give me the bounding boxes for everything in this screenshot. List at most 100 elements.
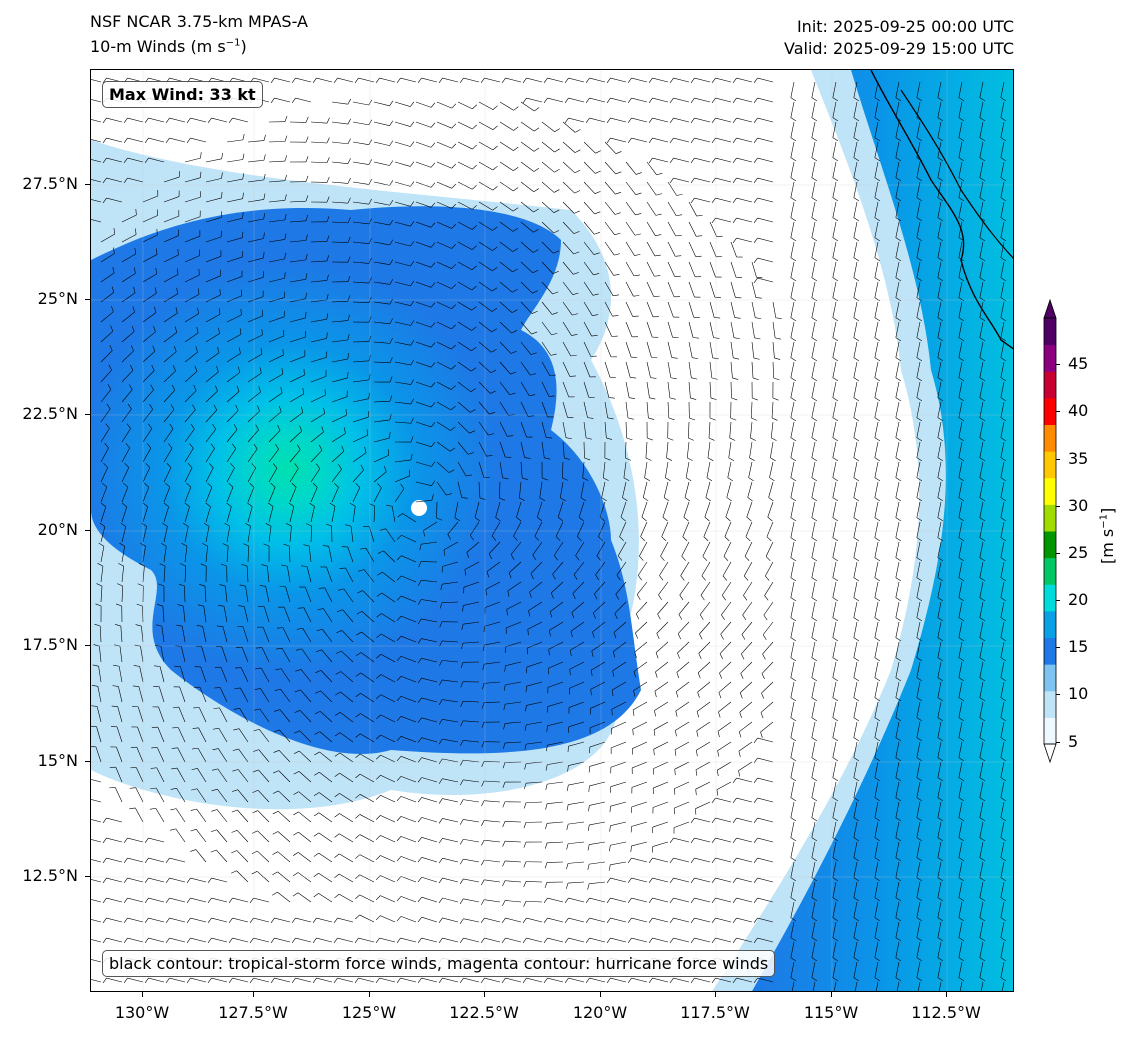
wind-barb-flag <box>313 893 319 898</box>
wind-barb-flag <box>832 797 839 802</box>
max-wind-box: Max Wind: 33 kt <box>102 81 263 108</box>
wind-barb-flag <box>242 212 244 219</box>
wind-barb-flag <box>305 234 308 241</box>
wind-barb-shaft <box>289 412 304 423</box>
wind-barb-shaft <box>505 721 522 724</box>
wind-barb-flag <box>832 117 839 122</box>
wind-barb-flag <box>293 791 299 795</box>
wind-barb-flag <box>853 417 860 422</box>
colorbar-tick-mark <box>1056 647 1060 648</box>
wind-barb-flag <box>585 897 590 904</box>
wind-barb-flag <box>574 149 581 153</box>
wind-barb-shaft <box>320 690 333 703</box>
wind-barb-flag <box>853 177 860 182</box>
wind-barb-shaft <box>811 761 816 778</box>
wind-barb-shaft <box>205 178 222 183</box>
wind-barb-shaft <box>541 321 552 336</box>
wind-barb-flag <box>958 437 965 442</box>
wind-barb-shaft <box>610 937 627 943</box>
wind-barb-shaft <box>520 301 533 314</box>
wind-barb-shaft <box>277 891 291 903</box>
wind-barb-shaft <box>652 841 669 847</box>
wind-barb-shaft <box>721 601 732 615</box>
wind-barb-flag <box>895 377 902 382</box>
wind-barb-flag <box>874 397 881 402</box>
wind-barb-shaft <box>979 121 984 138</box>
wind-barb-shaft <box>247 277 264 283</box>
wind-barb-shaft <box>736 937 753 943</box>
wind-barb-shaft <box>832 421 837 438</box>
wind-barb-flag <box>832 917 839 922</box>
wind-barb-flag <box>481 722 485 728</box>
wind-barb-flag <box>979 157 986 162</box>
wind-barb-shaft <box>728 441 732 458</box>
wind-barb-flag <box>574 190 581 194</box>
wind-barb-flag <box>270 482 276 488</box>
wind-barb-flag <box>811 517 818 522</box>
wind-barb-flag <box>285 523 292 527</box>
wind-barb-shaft <box>478 381 491 394</box>
wind-barb-shaft <box>148 937 165 943</box>
wind-barb-shaft <box>436 101 452 109</box>
wind-barb-shaft <box>874 401 879 418</box>
wind-barb-flag <box>1000 177 1007 182</box>
wind-barb-flag <box>895 437 902 442</box>
wind-barb-flag <box>937 537 944 542</box>
wind-barb-shaft <box>499 321 512 334</box>
wind-barb-flag <box>506 609 508 616</box>
wind-barb-shaft <box>299 730 312 743</box>
wind-barb-flag <box>347 333 350 340</box>
wind-barb-shaft <box>421 856 438 863</box>
wind-barb-flag <box>577 536 582 542</box>
wind-barb-flag <box>552 271 559 274</box>
wind-barb-shaft <box>673 177 690 183</box>
wind-barb-shaft <box>811 121 816 138</box>
wind-barb-flag <box>732 137 737 144</box>
wind-barb-flag <box>376 633 382 638</box>
wind-barb-flag <box>895 817 902 822</box>
wind-barb-shaft <box>718 681 732 693</box>
wind-barb-flag <box>697 672 701 679</box>
wind-barb-shaft <box>617 541 627 557</box>
wind-barb-flag <box>958 297 965 302</box>
wind-barb-flag <box>790 337 797 342</box>
wind-barb-shaft <box>442 798 459 803</box>
wind-barb-flag <box>368 179 373 185</box>
wind-barb-shaft <box>874 101 879 118</box>
wind-barb-shaft <box>811 301 816 318</box>
wind-barb-shaft <box>937 241 942 258</box>
wind-barb-shaft <box>484 601 501 608</box>
wind-barb-shaft <box>757 117 774 123</box>
wind-barb-flag <box>121 502 127 507</box>
wind-barb-shaft <box>715 817 732 823</box>
wind-barb-flag <box>347 158 351 164</box>
wind-barb-shaft <box>715 837 732 843</box>
wind-barb-flag <box>492 105 498 110</box>
wind-barb-shaft <box>744 541 753 557</box>
wind-barb-flag <box>296 444 301 450</box>
wind-barb-flag <box>1000 197 1007 202</box>
wind-barb-shaft <box>1000 781 1005 798</box>
wind-barb-shaft <box>400 916 417 923</box>
wind-barb-shaft <box>148 837 165 843</box>
wind-barb-shaft <box>760 721 774 733</box>
wind-barb-flag <box>790 117 797 122</box>
wind-barb-shaft <box>175 808 186 823</box>
wind-barb-flag <box>503 723 506 730</box>
wind-barb-shaft <box>694 977 711 983</box>
wind-barb-shaft <box>854 981 858 991</box>
wind-barb-shaft <box>667 221 676 237</box>
wind-barb-flag <box>1000 157 1007 162</box>
wind-barb-flag <box>895 277 902 282</box>
wind-barb-shaft <box>121 447 130 463</box>
wind-barb-shaft <box>652 857 669 863</box>
wind-barb-shaft <box>478 481 481 498</box>
wind-barb-flag <box>761 673 765 680</box>
wind-barb-flag <box>430 422 436 428</box>
colorbar-segment <box>1044 424 1056 452</box>
wind-barb-shaft <box>583 141 596 154</box>
wind-barb-shaft <box>640 521 648 537</box>
wind-barb-flag <box>748 477 754 482</box>
wind-barb-flag <box>130 364 134 371</box>
wind-barb-flag <box>732 157 737 164</box>
